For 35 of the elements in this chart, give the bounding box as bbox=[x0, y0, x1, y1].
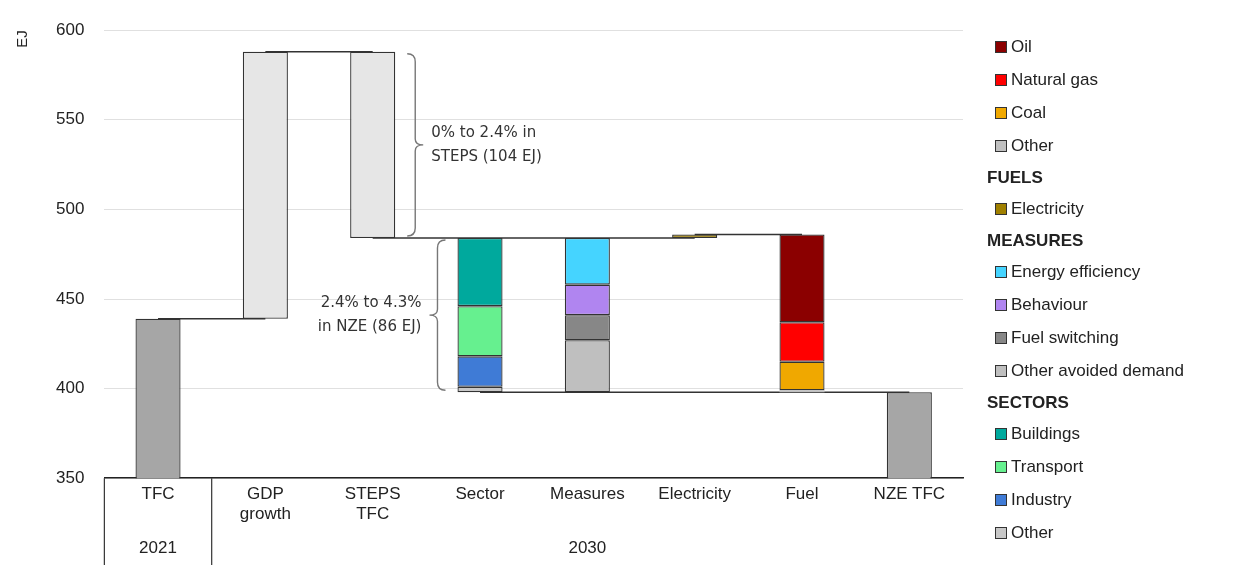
annotation: 2.4% to 4.3% in NZE (86 EJ) bbox=[317, 293, 422, 336]
text: MEASURES bbox=[987, 231, 1085, 251]
legend-label: Energy efficiency bbox=[1011, 261, 1141, 282]
legend-label: Other bbox=[1011, 522, 1054, 543]
x-tick-label: Electricity bbox=[658, 484, 732, 504]
y-tick-label: 500 bbox=[55, 199, 85, 219]
x-tick-label: STEPS TFC bbox=[344, 484, 401, 524]
legend-label: Industry bbox=[1011, 489, 1072, 510]
y-tick-label: 550 bbox=[55, 109, 85, 129]
legend-label: Fuel switching bbox=[1011, 327, 1119, 348]
x-tick-label: Sector bbox=[455, 484, 505, 504]
legend-label: Electricity bbox=[1011, 198, 1084, 219]
y-axis-title: EJ bbox=[13, 30, 31, 48]
legend-label: Other bbox=[1011, 135, 1054, 156]
text: SECTORS bbox=[987, 393, 1070, 413]
legend-label: Natural gas bbox=[1011, 69, 1098, 90]
x-tick-label: GDP growth bbox=[239, 484, 291, 524]
legend-label: Oil bbox=[1011, 36, 1032, 57]
legend-label: Buildings bbox=[1011, 423, 1080, 444]
y-tick-label: 400 bbox=[55, 378, 85, 398]
annotation: 0% to 2.4% in STEPS (104 EJ) bbox=[431, 122, 542, 165]
y-tick-label: 350 bbox=[55, 467, 85, 487]
legend-label: Coal bbox=[1011, 102, 1046, 123]
y-tick-label: 600 bbox=[55, 19, 85, 39]
legend-label: Other avoided demand bbox=[1011, 360, 1184, 381]
text: 2021 bbox=[139, 537, 177, 557]
x-tick-label: Measures bbox=[550, 484, 625, 504]
x-tick-label: Fuel bbox=[785, 484, 819, 504]
x-tick-label: TFC bbox=[141, 484, 175, 504]
legend-label: Behaviour bbox=[1011, 294, 1088, 315]
text: FUELS bbox=[987, 168, 1044, 188]
text: 2030 bbox=[568, 537, 607, 557]
y-tick-label: 450 bbox=[55, 288, 85, 308]
x-tick-label: NZE TFC bbox=[873, 484, 946, 504]
legend-label: Transport bbox=[1011, 456, 1084, 477]
